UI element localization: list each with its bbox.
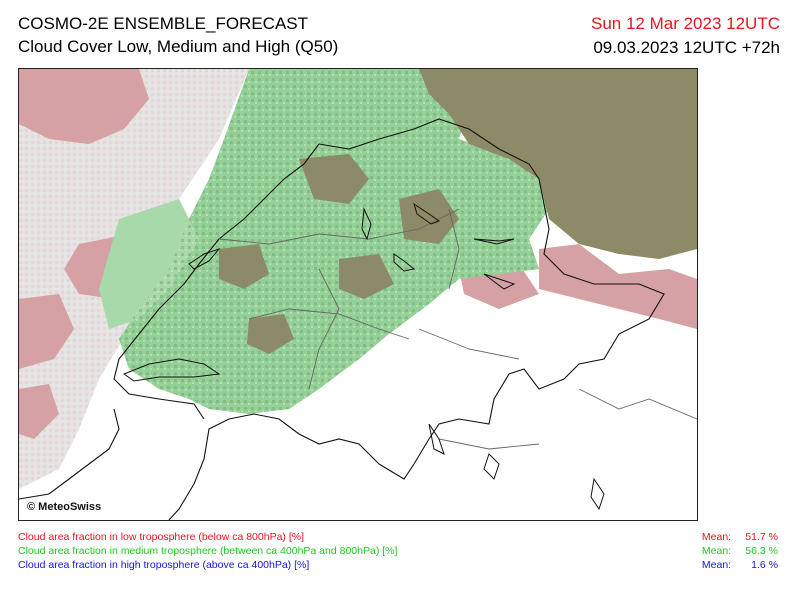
mean-medium-cloud-label: Mean: [701,545,732,557]
legend-medium-cloud-label: Cloud area fraction in medium tropospher… [18,545,398,557]
medium-cloud-speckle [119,69,549,414]
valid-time: Sun 12 Mar 2023 12UTC [591,14,780,33]
copyright-label: © MeteoSwiss [25,500,105,514]
medium-cloud-west [99,199,199,329]
mean-high-cloud: Mean: 1.6 % [702,559,778,572]
mean-low-cloud-label: Mean: [701,531,732,543]
mean-high-cloud-value: 1.6 % [751,559,778,571]
run-time: 09.03.2023 12UTC +72h [593,38,780,57]
mean-medium-cloud-value: 56.3 % [745,545,778,557]
country-borders [19,118,665,520]
mean-low-cloud: Mean: 51.7 % [702,531,778,544]
map-subtitle: Cloud Cover Low, Medium and High (Q50) [18,37,339,56]
mean-medium-cloud: Mean: 56.3 % [702,545,778,558]
legend-medium-cloud: Cloud area fraction in medium tropospher… [18,545,397,558]
internal-boundaries [218,208,697,450]
legend-high-cloud-label: Cloud area fraction in high troposphere … [18,559,310,571]
clear-sky-south [19,309,697,520]
legend-high-cloud: Cloud area fraction in high troposphere … [18,559,309,572]
legend-low-cloud: Cloud area fraction in low troposphere (… [18,531,304,544]
legend-low-cloud-label: Cloud area fraction in low troposphere (… [18,531,304,543]
mean-high-cloud-label: Mean: [701,559,732,571]
cloud-cover-map: © MeteoSwiss [18,68,698,521]
mean-low-cloud-value: 51.7 % [745,531,778,543]
map-canvas [19,69,697,520]
map-title: COSMO-2E ENSEMBLE_FORECAST [18,14,309,33]
lakes [122,202,605,511]
low-medium-overlap [219,69,697,354]
